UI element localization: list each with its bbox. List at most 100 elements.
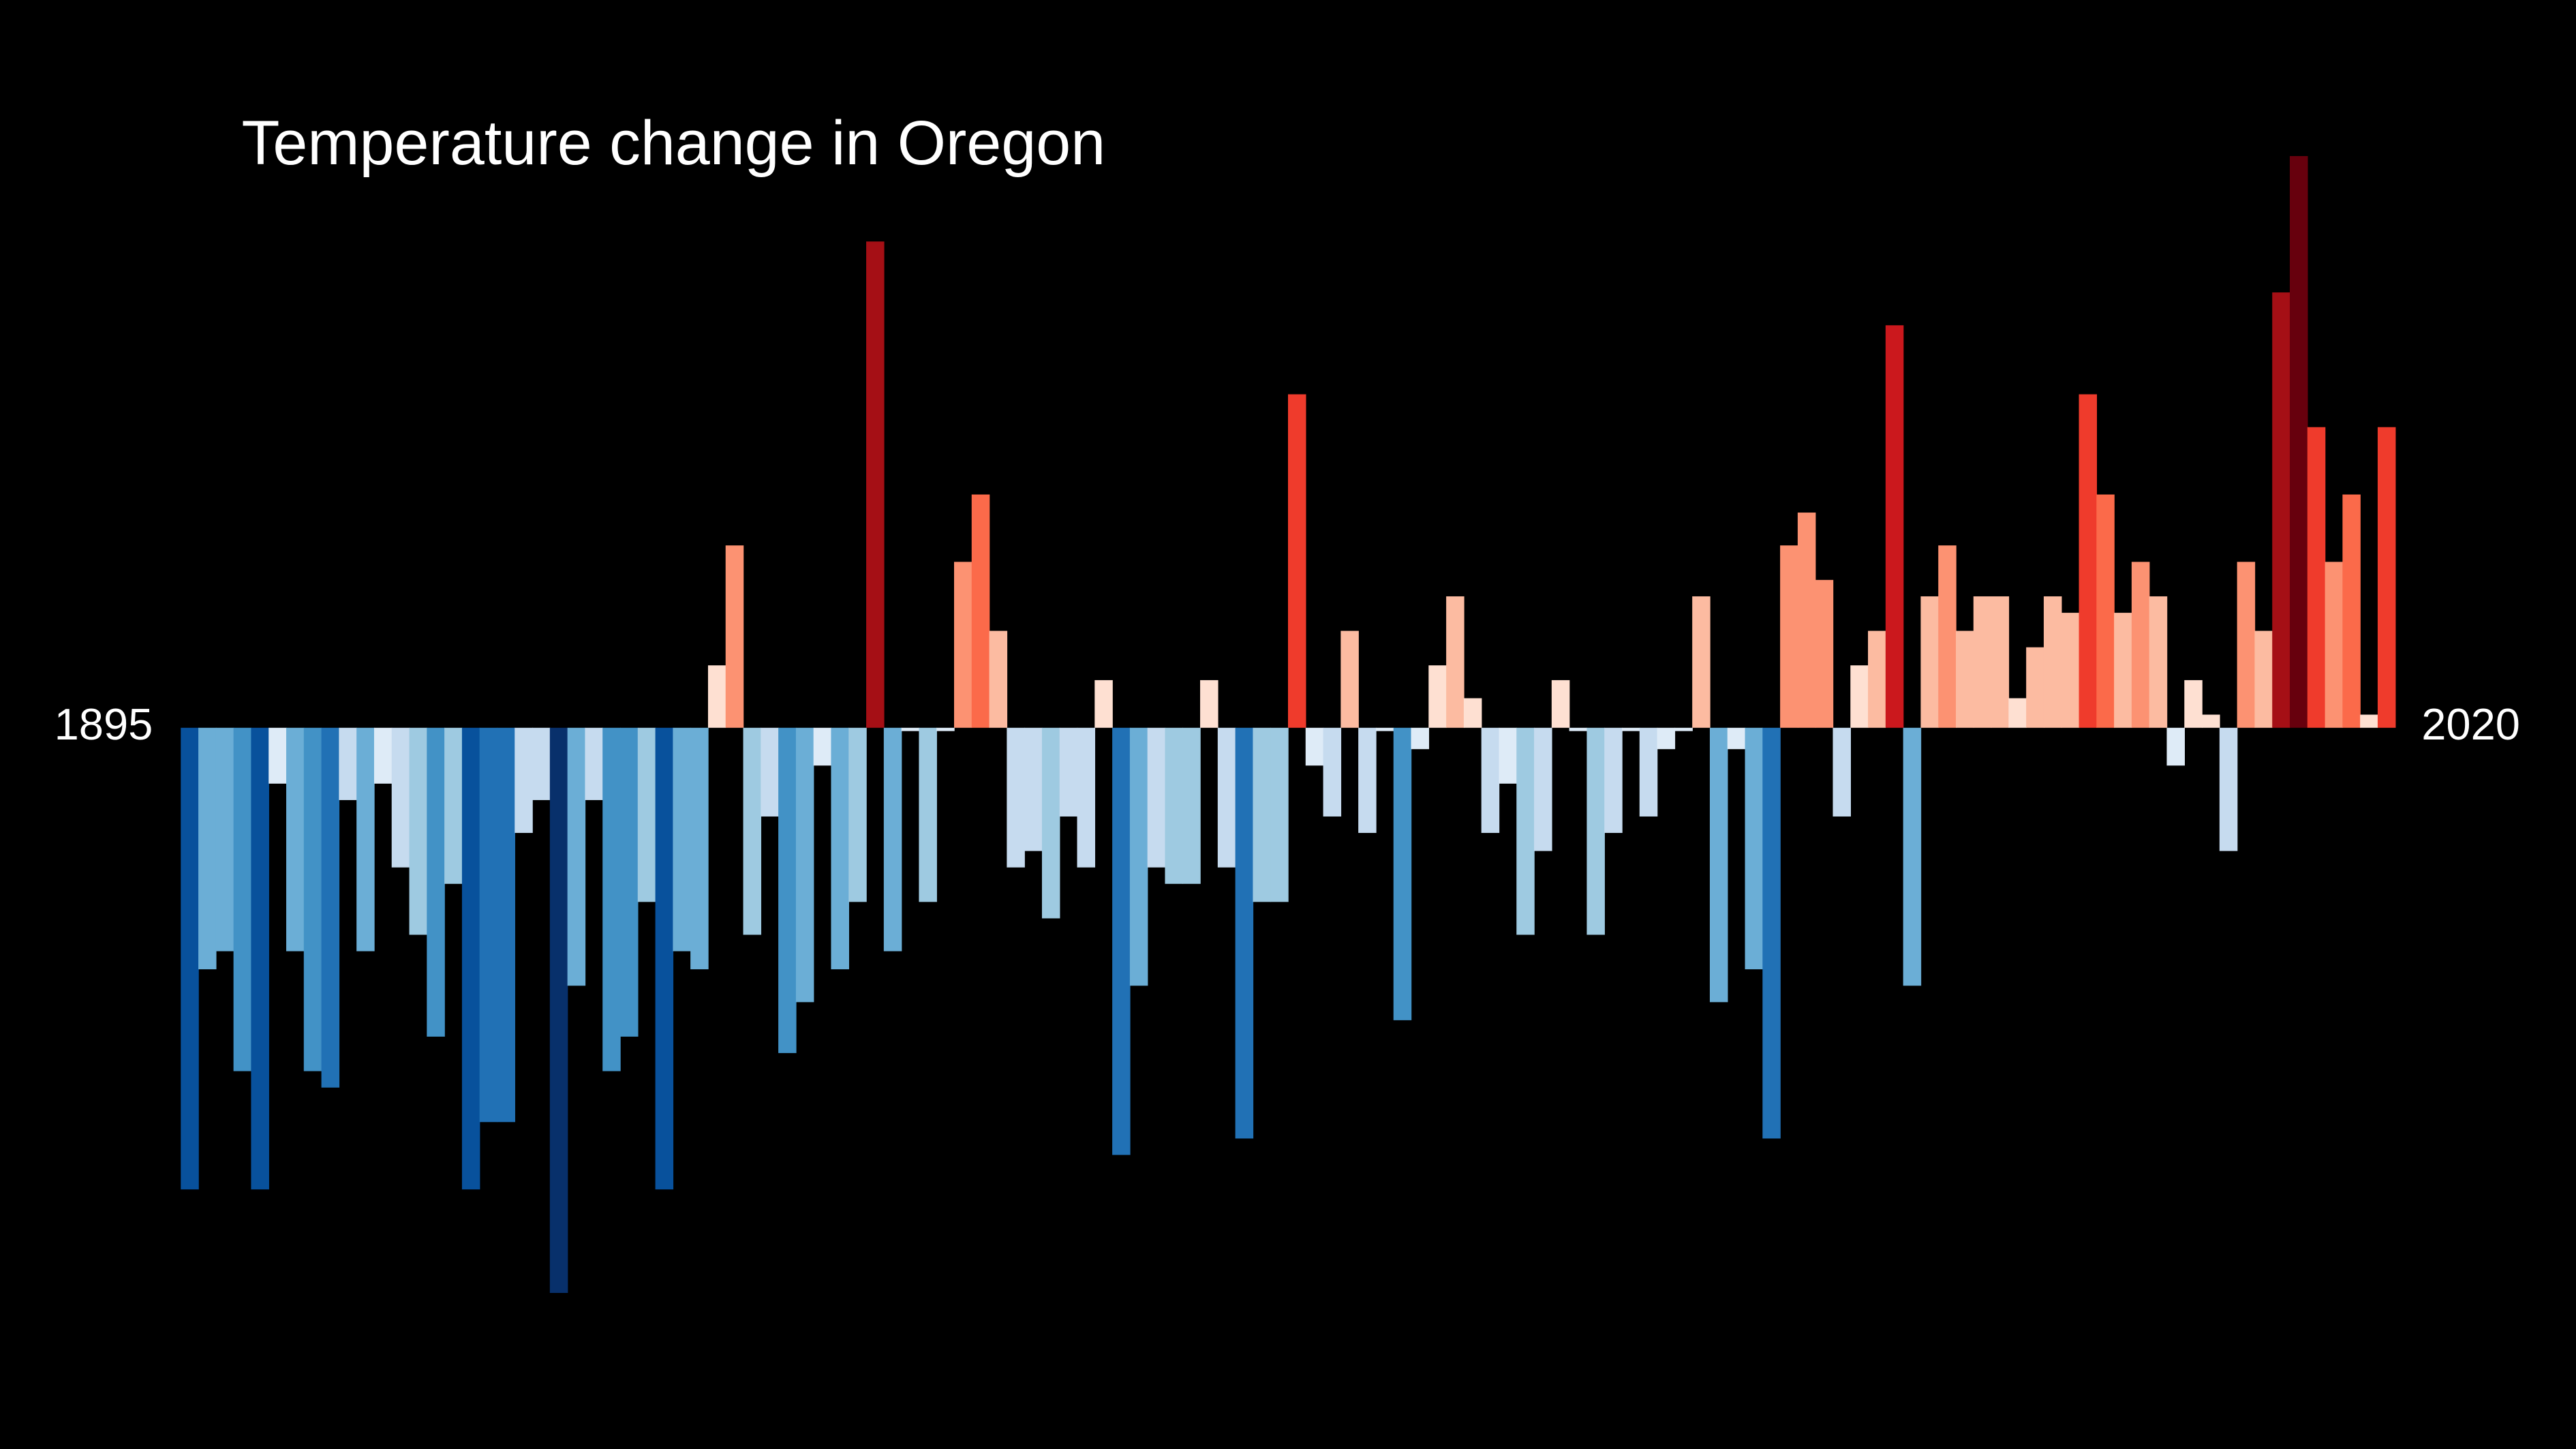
bar	[1024, 727, 1043, 851]
bar	[883, 727, 902, 951]
bar	[2360, 714, 2378, 728]
bar	[1235, 727, 1254, 1139]
bar	[1797, 513, 1816, 728]
bar	[1745, 727, 1764, 970]
bar	[2026, 647, 2044, 728]
bar	[427, 727, 445, 1037]
bar	[795, 727, 814, 1003]
bar	[848, 727, 867, 902]
bar	[1499, 727, 1517, 784]
bar	[1991, 596, 2010, 728]
bar	[1516, 727, 1535, 935]
bar	[1551, 680, 1570, 728]
bar	[1762, 727, 1781, 1139]
bar	[761, 727, 779, 817]
bar	[1129, 727, 1148, 986]
bar	[1112, 727, 1131, 1155]
bar	[619, 727, 639, 1037]
bar	[515, 727, 533, 834]
bar	[286, 727, 305, 951]
bar	[813, 727, 832, 766]
bar	[2272, 292, 2290, 728]
bar	[1200, 680, 1218, 728]
bar	[1956, 630, 1974, 728]
bar	[1077, 727, 1096, 868]
bar	[479, 727, 498, 1123]
bar	[2131, 562, 2150, 728]
bar	[1868, 630, 1886, 728]
bar	[1657, 727, 1676, 750]
bar	[1481, 727, 1500, 834]
bar	[2079, 394, 2098, 728]
bar	[497, 727, 515, 1123]
bar	[1463, 698, 1482, 728]
bar	[989, 630, 1008, 728]
bar	[215, 727, 234, 951]
bar	[2096, 494, 2115, 728]
bar	[251, 727, 269, 1190]
bar	[1604, 727, 1623, 834]
bar	[2342, 494, 2361, 728]
chart-title: Temperature change in Oregon	[242, 108, 1106, 178]
bar	[1253, 727, 1271, 902]
bar	[1639, 727, 1658, 817]
bar	[778, 727, 797, 1054]
bar	[602, 727, 621, 1071]
bar	[1165, 727, 1183, 884]
bar	[303, 727, 322, 1071]
bar	[743, 727, 762, 935]
bar	[356, 727, 375, 951]
bar	[1903, 727, 1922, 986]
bar	[444, 727, 463, 884]
bar	[1674, 727, 1693, 731]
bar	[1534, 727, 1552, 851]
bar	[233, 727, 252, 1071]
bar	[373, 727, 393, 784]
bar	[321, 727, 340, 1088]
bar	[2325, 562, 2344, 728]
bar	[198, 727, 217, 970]
bar	[2008, 698, 2027, 728]
bar	[637, 727, 656, 902]
bar	[549, 727, 568, 1294]
bar	[1059, 727, 1078, 817]
bar	[831, 727, 849, 970]
bar	[1727, 727, 1746, 750]
bar	[953, 562, 972, 728]
bar	[1833, 727, 1851, 817]
bar	[1885, 325, 1904, 728]
bar	[2254, 630, 2273, 728]
bar	[1270, 727, 1289, 902]
bar	[1692, 596, 1711, 728]
bar	[1007, 727, 1025, 868]
bar	[461, 727, 480, 1190]
bar	[2290, 155, 2308, 728]
bar	[1411, 727, 1430, 750]
bar	[2377, 427, 2396, 728]
bar	[1393, 727, 1412, 1020]
bar	[2114, 613, 2132, 728]
bar	[1622, 727, 1640, 731]
bar	[1569, 727, 1588, 731]
bar	[2237, 562, 2256, 728]
bar	[1305, 727, 1324, 766]
bar	[673, 727, 691, 951]
bar	[1217, 727, 1236, 868]
bar	[567, 727, 586, 986]
bar	[1586, 727, 1605, 935]
bar	[1358, 727, 1377, 834]
bar	[269, 727, 287, 784]
bar	[655, 727, 674, 1190]
bar	[1709, 727, 1728, 1003]
bar	[532, 727, 551, 800]
bar	[1938, 545, 1957, 728]
bar	[1041, 727, 1060, 919]
bar	[1323, 727, 1342, 817]
bar	[707, 665, 726, 728]
bar	[1147, 727, 1166, 868]
bar	[919, 727, 937, 902]
bar	[690, 727, 709, 970]
bar	[971, 494, 990, 728]
